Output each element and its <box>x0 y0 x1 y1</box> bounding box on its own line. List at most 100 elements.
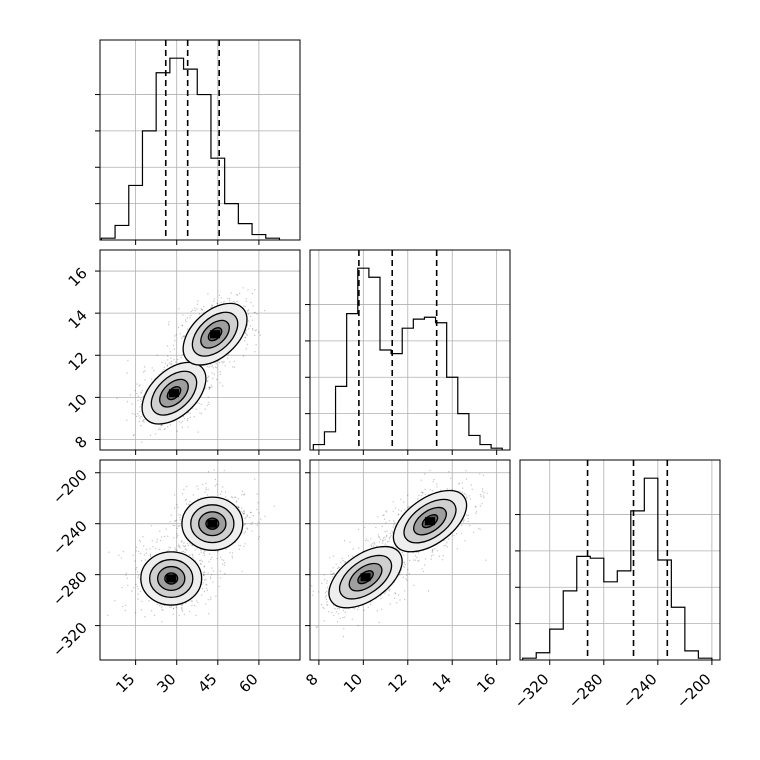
scatter-point <box>203 305 205 308</box>
scatter-point <box>389 588 391 590</box>
scatter-point <box>125 604 127 607</box>
scatter-point <box>242 510 245 512</box>
scatter-point <box>485 559 487 561</box>
scatter-point <box>213 298 215 300</box>
scatter-point <box>397 513 400 516</box>
scatter-point <box>228 298 231 300</box>
scatter-point <box>466 497 468 499</box>
scatter-point <box>246 333 248 335</box>
scatter-point <box>384 530 386 533</box>
scatter-point <box>384 592 386 595</box>
scatter-point <box>378 535 380 538</box>
scatter-point <box>421 492 424 494</box>
scatter-point <box>418 559 420 562</box>
scatter-point <box>223 564 225 567</box>
scatter-point <box>208 387 210 389</box>
scatter-point <box>190 600 192 602</box>
scatter-point <box>394 593 396 595</box>
scatter-point <box>312 594 314 596</box>
scatter-point <box>315 626 318 629</box>
scatter-point <box>201 560 203 563</box>
scatter-point <box>344 560 346 563</box>
scatter-point <box>141 600 143 603</box>
scatter-point <box>185 503 188 505</box>
scatter-point <box>181 610 184 612</box>
scatter-point <box>374 543 376 545</box>
scatter-point <box>333 614 335 617</box>
scatter-point <box>169 351 171 353</box>
histogram-line <box>100 57 281 240</box>
scatter-point <box>331 573 334 575</box>
scatter-point <box>367 606 369 609</box>
scatter-point <box>190 314 192 317</box>
scatter-point <box>377 534 380 536</box>
scatter-point <box>380 608 383 610</box>
scatter-point <box>256 508 258 511</box>
scatter-point <box>424 488 426 491</box>
scatter-point <box>243 545 245 547</box>
scatter-point <box>417 552 420 554</box>
scatter-point <box>152 546 154 548</box>
scatter-point <box>388 538 391 540</box>
scatter-point <box>183 488 185 491</box>
scatter-point <box>178 421 180 423</box>
scatter-point <box>341 557 343 560</box>
scatter-point <box>373 545 375 547</box>
panel-p1-p2-frame <box>309 459 511 661</box>
scatter-point <box>252 305 254 307</box>
scatter-point <box>446 542 448 544</box>
scatter-point <box>216 551 219 553</box>
scatter-point <box>135 583 137 586</box>
scatter-point <box>385 522 387 524</box>
scatter-point <box>183 613 186 616</box>
scatter-point <box>234 496 236 499</box>
scatter-point <box>354 608 356 610</box>
scatter-point <box>232 366 234 368</box>
scatter-point <box>139 540 142 543</box>
scatter-point <box>199 563 202 565</box>
scatter-point <box>205 487 207 489</box>
scatter-point <box>213 300 215 302</box>
scatter-point <box>207 380 209 382</box>
scatter-point <box>181 609 183 611</box>
scatter-point <box>136 571 139 573</box>
scatter-point <box>403 554 405 556</box>
scatter-point <box>250 301 252 304</box>
scatter-point <box>196 485 198 487</box>
scatter-point <box>478 527 480 530</box>
scatter-point <box>132 434 135 436</box>
scatter-point <box>179 519 181 521</box>
scatter-point <box>251 319 254 321</box>
scatter-point <box>211 306 213 308</box>
scatter-point <box>248 516 251 519</box>
scatter-point <box>137 575 140 577</box>
scatter-point <box>238 506 240 509</box>
scatter-point <box>136 546 138 549</box>
scatter-point <box>185 498 188 501</box>
scatter-point <box>168 549 170 551</box>
scatter-point <box>183 542 185 544</box>
scatter-point <box>149 556 152 558</box>
scatter-point <box>165 528 167 530</box>
scatter-point <box>181 607 183 609</box>
y-tick-label: −320 <box>49 619 91 661</box>
scatter-point <box>142 371 145 373</box>
scatter-point <box>219 382 221 384</box>
scatter-point <box>358 606 360 608</box>
chart_data.1-frame <box>309 249 511 451</box>
scatter-point <box>191 309 194 312</box>
scatter-point <box>482 495 484 497</box>
scatter-point <box>403 501 405 503</box>
scatter-point <box>181 492 184 495</box>
scatter-point <box>159 530 161 532</box>
scatter-point <box>474 512 477 515</box>
scatter-point <box>197 488 199 490</box>
scatter-point <box>381 542 384 544</box>
scatter-point <box>199 560 201 562</box>
scatter-point <box>414 555 417 557</box>
scatter-point <box>182 550 184 553</box>
scatter-point <box>180 541 183 543</box>
scatter-point <box>221 559 223 561</box>
scatter-point <box>180 337 183 339</box>
scatter-point <box>167 355 169 357</box>
